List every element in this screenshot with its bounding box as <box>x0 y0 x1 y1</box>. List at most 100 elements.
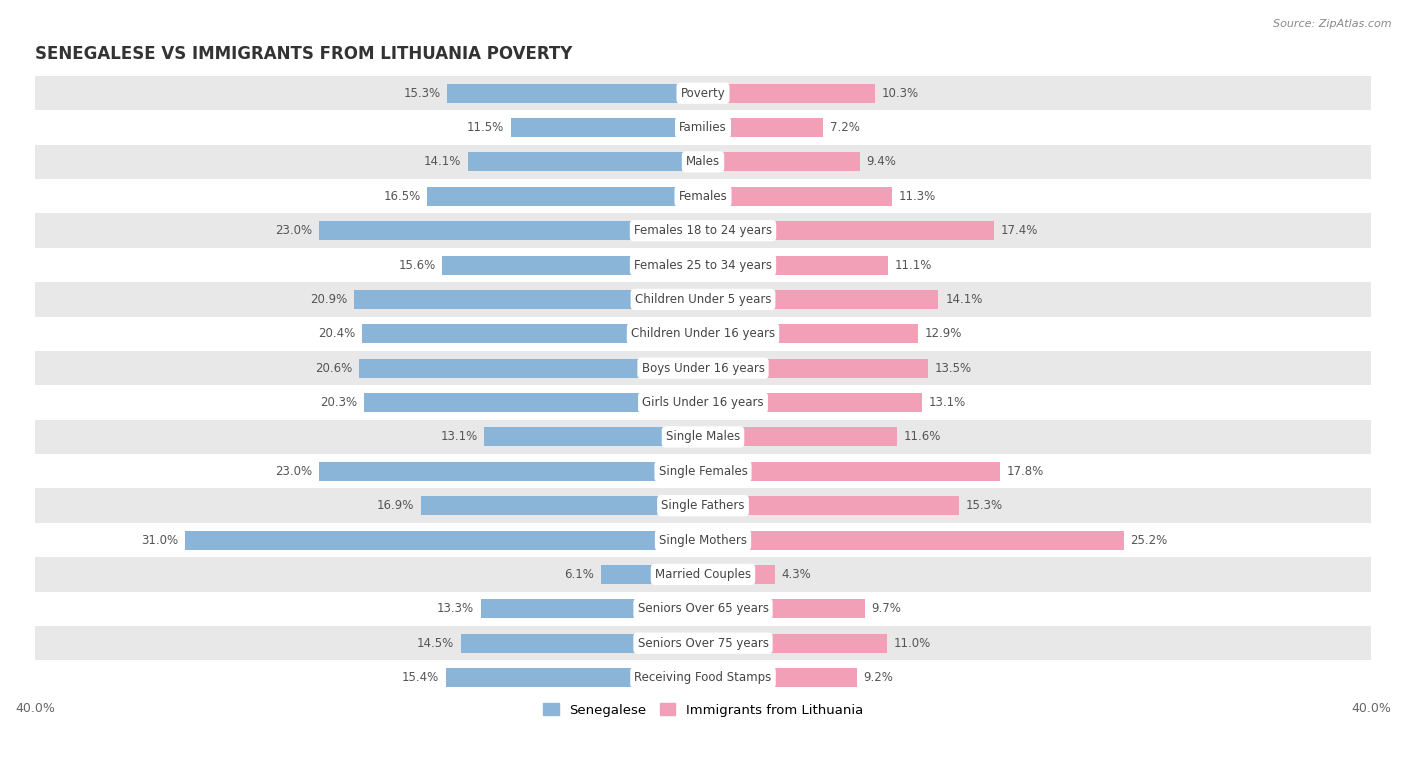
Bar <box>35 523 1371 557</box>
Bar <box>35 248 1371 282</box>
Text: Children Under 5 years: Children Under 5 years <box>634 293 772 306</box>
Text: 11.6%: 11.6% <box>904 431 941 443</box>
Bar <box>35 214 1371 248</box>
Text: 16.5%: 16.5% <box>384 190 420 203</box>
Bar <box>703 187 891 205</box>
Bar <box>35 351 1371 385</box>
Text: 13.5%: 13.5% <box>935 362 973 374</box>
Bar <box>447 83 703 102</box>
Text: 12.9%: 12.9% <box>925 327 963 340</box>
Bar <box>484 428 703 446</box>
Text: 4.3%: 4.3% <box>782 568 811 581</box>
Bar <box>703 290 938 309</box>
Bar <box>319 462 703 481</box>
Text: 11.0%: 11.0% <box>893 637 931 650</box>
Bar <box>703 668 856 687</box>
Text: 14.1%: 14.1% <box>423 155 461 168</box>
Bar <box>364 393 703 412</box>
Bar <box>703 83 875 102</box>
Legend: Senegalese, Immigrants from Lithuania: Senegalese, Immigrants from Lithuania <box>537 698 869 722</box>
Text: 9.7%: 9.7% <box>872 603 901 615</box>
Bar <box>703 496 959 515</box>
Bar <box>703 359 928 377</box>
Text: 9.4%: 9.4% <box>866 155 897 168</box>
Text: Single Mothers: Single Mothers <box>659 534 747 547</box>
Bar <box>703 600 865 619</box>
Text: 17.4%: 17.4% <box>1000 224 1038 237</box>
Bar <box>35 420 1371 454</box>
Bar <box>427 187 703 205</box>
Text: 15.4%: 15.4% <box>402 671 439 684</box>
Text: 14.5%: 14.5% <box>418 637 454 650</box>
Bar <box>602 565 703 584</box>
Bar <box>446 668 703 687</box>
Text: Single Females: Single Females <box>658 465 748 478</box>
Text: Boys Under 16 years: Boys Under 16 years <box>641 362 765 374</box>
Bar <box>35 111 1371 145</box>
Text: 7.2%: 7.2% <box>830 121 860 134</box>
Bar <box>35 76 1371 111</box>
Text: Girls Under 16 years: Girls Under 16 years <box>643 396 763 409</box>
Bar <box>359 359 703 377</box>
Text: Seniors Over 65 years: Seniors Over 65 years <box>637 603 769 615</box>
Bar <box>319 221 703 240</box>
Text: 20.3%: 20.3% <box>321 396 357 409</box>
Text: 23.0%: 23.0% <box>276 224 312 237</box>
Bar <box>461 634 703 653</box>
Bar <box>703 118 824 137</box>
Text: 17.8%: 17.8% <box>1007 465 1045 478</box>
Text: Males: Males <box>686 155 720 168</box>
Text: Source: ZipAtlas.com: Source: ZipAtlas.com <box>1274 19 1392 29</box>
Bar <box>35 626 1371 660</box>
Text: 13.1%: 13.1% <box>440 431 478 443</box>
Text: 6.1%: 6.1% <box>565 568 595 581</box>
Text: 20.6%: 20.6% <box>315 362 353 374</box>
Text: 13.1%: 13.1% <box>928 396 966 409</box>
Text: 20.9%: 20.9% <box>309 293 347 306</box>
Bar <box>35 145 1371 179</box>
Bar <box>703 324 918 343</box>
Bar <box>703 255 889 274</box>
Bar <box>703 152 860 171</box>
Bar <box>481 600 703 619</box>
Bar <box>703 634 887 653</box>
Bar <box>35 660 1371 695</box>
Bar <box>35 454 1371 488</box>
Text: Females 18 to 24 years: Females 18 to 24 years <box>634 224 772 237</box>
Text: 14.1%: 14.1% <box>945 293 983 306</box>
Text: Married Couples: Married Couples <box>655 568 751 581</box>
Bar <box>186 531 703 550</box>
Bar <box>35 488 1371 523</box>
Bar <box>35 179 1371 214</box>
Bar <box>35 557 1371 592</box>
Text: 15.6%: 15.6% <box>398 258 436 271</box>
Text: Females: Females <box>679 190 727 203</box>
Bar <box>510 118 703 137</box>
Bar <box>35 317 1371 351</box>
Bar <box>703 393 922 412</box>
Text: 11.5%: 11.5% <box>467 121 505 134</box>
Text: 31.0%: 31.0% <box>142 534 179 547</box>
Text: 20.4%: 20.4% <box>318 327 356 340</box>
Bar <box>703 565 775 584</box>
Text: 10.3%: 10.3% <box>882 86 920 99</box>
Text: SENEGALESE VS IMMIGRANTS FROM LITHUANIA POVERTY: SENEGALESE VS IMMIGRANTS FROM LITHUANIA … <box>35 45 572 64</box>
Text: 15.3%: 15.3% <box>965 500 1002 512</box>
Text: 11.1%: 11.1% <box>896 258 932 271</box>
Bar <box>468 152 703 171</box>
Text: 15.3%: 15.3% <box>404 86 441 99</box>
Text: Families: Families <box>679 121 727 134</box>
Bar <box>703 221 994 240</box>
Bar <box>443 255 703 274</box>
Text: Poverty: Poverty <box>681 86 725 99</box>
Text: 25.2%: 25.2% <box>1130 534 1168 547</box>
Text: Females 25 to 34 years: Females 25 to 34 years <box>634 258 772 271</box>
Bar <box>420 496 703 515</box>
Text: 16.9%: 16.9% <box>377 500 413 512</box>
Text: 9.2%: 9.2% <box>863 671 893 684</box>
Text: 11.3%: 11.3% <box>898 190 935 203</box>
Bar <box>35 282 1371 317</box>
Bar <box>354 290 703 309</box>
Bar <box>703 531 1123 550</box>
Bar <box>703 428 897 446</box>
